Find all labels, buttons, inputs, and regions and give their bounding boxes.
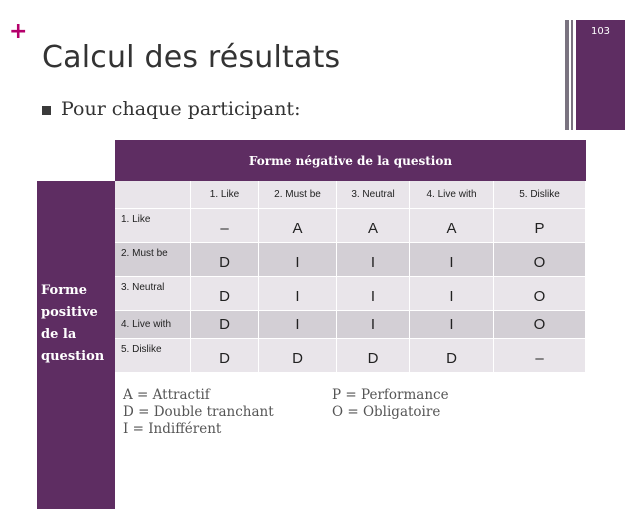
table-cell: I	[410, 243, 494, 277]
row-label: 2. Must be	[115, 243, 191, 277]
row-group-header: Forme positive de la question	[37, 181, 115, 509]
column-header: 2. Must be	[259, 181, 337, 209]
table-cell: D	[191, 311, 259, 339]
table-row: 1. Like – A A A P	[115, 209, 586, 243]
page-number: 103	[590, 26, 611, 37]
legend-item: I = Indifférent	[123, 421, 222, 437]
row-label: 4. Live with	[115, 311, 191, 339]
table-row: 3. Neutral D I I I O	[115, 277, 586, 311]
table-cell: A	[410, 209, 494, 243]
legend-item: D = Double tranchant	[123, 404, 274, 420]
table-cell: D	[191, 277, 259, 311]
legend-item: A = Attractif	[123, 387, 210, 403]
bullet-text: Pour chaque participant:	[61, 98, 301, 120]
column-header: 1. Like	[191, 181, 259, 209]
table-cell: I	[337, 311, 410, 339]
table-cell: –	[191, 209, 259, 243]
table-cell: I	[259, 277, 337, 311]
table-cell: I	[337, 243, 410, 277]
legend-item: P = Performance	[332, 387, 449, 403]
table-cell: D	[337, 339, 410, 373]
table-cell: D	[191, 243, 259, 277]
legend-item: O = Obligatoire	[332, 404, 441, 420]
square-bullet-icon	[42, 105, 51, 115]
column-header: 4. Live with	[410, 181, 494, 209]
table-row: 2. Must be D I I I O	[115, 243, 586, 277]
divider-bar	[565, 20, 569, 130]
slide-title: Calcul des résultats	[42, 40, 341, 75]
table-row: 4. Live with D I I I O	[115, 311, 586, 339]
table-row: 5. Dislike D D D D –	[115, 339, 586, 373]
table-cell: O	[494, 311, 586, 339]
page-number-bar	[576, 20, 625, 130]
table-cell: I	[337, 277, 410, 311]
legend-right: P = Performance O = Obligatoire	[332, 387, 449, 421]
table-cell: D	[191, 339, 259, 373]
plus-icon: +	[9, 19, 28, 44]
table-cell: I	[410, 311, 494, 339]
column-header: 3. Neutral	[337, 181, 410, 209]
legend-left: A = Attractif D = Double tranchant I = I…	[123, 387, 274, 438]
header-cell-corner	[115, 181, 191, 209]
table-cell: O	[494, 277, 586, 311]
table-cell: –	[494, 339, 586, 373]
table-cell: I	[259, 311, 337, 339]
table-cell: I	[410, 277, 494, 311]
table-cell: I	[259, 243, 337, 277]
table-cell: O	[494, 243, 586, 277]
row-group-label: Forme positive de la question	[41, 283, 105, 364]
row-label: 3. Neutral	[115, 277, 191, 311]
table-cell: D	[410, 339, 494, 373]
row-label: 1. Like	[115, 209, 191, 243]
table-cell: A	[337, 209, 410, 243]
column-header: 5. Dislike	[494, 181, 586, 209]
bullet-item: Pour chaque participant:	[42, 98, 300, 120]
column-group-label: Forme négative de la question	[248, 153, 453, 168]
table-header-row: 1. Like 2. Must be 3. Neutral 4. Live wi…	[115, 181, 586, 209]
table-cell: D	[259, 339, 337, 373]
row-label: 5. Dislike	[115, 339, 191, 373]
divider-bar-thin	[571, 20, 573, 130]
table-cell: A	[259, 209, 337, 243]
column-group-header: Forme négative de la question	[115, 140, 586, 181]
table-cell: P	[494, 209, 586, 243]
